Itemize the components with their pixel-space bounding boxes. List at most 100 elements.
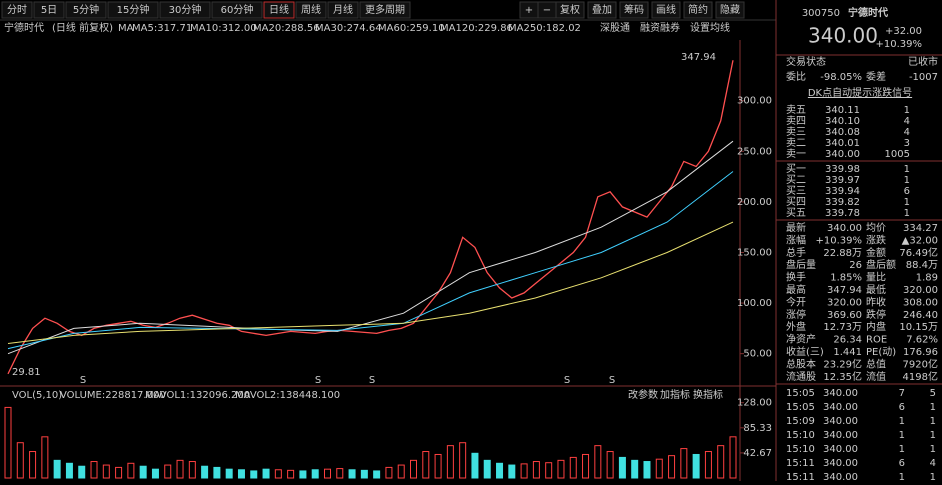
stat-value: 23.29亿: [823, 357, 862, 370]
tool-button[interactable]: [619, 1, 649, 19]
vol-button[interactable]: 加指标: [660, 388, 690, 401]
tab-button[interactable]: [327, 1, 359, 19]
trade-count: 1: [930, 416, 936, 427]
vol-button[interactable]: 改参数: [628, 388, 658, 401]
tool-button[interactable]: [555, 1, 585, 19]
book-label: 买二: [786, 174, 806, 186]
stat-label: 涨停: [786, 308, 806, 321]
trade-count: 1: [930, 430, 936, 441]
trade-time: 15:11: [786, 472, 815, 481]
tab-button[interactable]: [295, 1, 327, 19]
book-qty: 1: [904, 175, 910, 186]
ma-value: MA5:317.71: [132, 23, 192, 34]
mavol2: MAVOL2:138448.100: [235, 390, 340, 401]
tool-label: −: [543, 5, 551, 16]
diff: -1007: [909, 72, 938, 83]
stat-label: 总股本: [786, 357, 816, 370]
tool-label: 画线: [656, 3, 676, 16]
book-label: 卖四: [786, 115, 806, 127]
book-price: 340.11: [825, 105, 860, 116]
volume-bar: [704, 451, 712, 479]
tab-button[interactable]: [263, 1, 295, 19]
y-tick-label: 50.00: [743, 349, 772, 360]
stat-label: 涨幅: [786, 233, 806, 246]
stat-value: 246.40: [903, 310, 938, 321]
book-price: 339.97: [825, 175, 860, 186]
volume-bar: [434, 453, 442, 479]
book-label: 买五: [786, 207, 806, 219]
stat-value: 7920亿: [903, 357, 938, 370]
trade-qty: 6: [899, 458, 905, 469]
tool-label: 隐藏: [720, 4, 740, 16]
tab-button[interactable]: [65, 1, 107, 19]
stat-value: 22.88万: [823, 248, 862, 259]
stat-value: 334.27: [903, 223, 938, 234]
stat-label: 最低: [866, 283, 886, 296]
volume-bar: [127, 462, 135, 479]
stat-value: 347.94: [827, 285, 862, 296]
volume-bar: [139, 465, 147, 479]
stat-value: 26.34: [833, 335, 862, 346]
volume-bar: [323, 468, 331, 479]
stat-value: 340.00: [827, 223, 862, 234]
volume-bar: [151, 468, 159, 479]
tool-button[interactable]: [715, 1, 745, 19]
stat-value: ▲32.00: [902, 235, 938, 246]
stat-value: 1.89: [916, 273, 938, 284]
tab-button[interactable]: [1, 1, 33, 19]
ratio: -98.05%: [820, 72, 862, 83]
ma-value: MA120:229.86: [440, 23, 513, 34]
tab-button[interactable]: [359, 1, 411, 19]
volume-bar: [164, 464, 172, 479]
volume-bar: [274, 469, 282, 479]
stat-label: 最高: [786, 283, 806, 296]
volume-bar: [446, 445, 454, 479]
tool-button[interactable]: [683, 1, 713, 19]
volume-bar: [643, 461, 651, 479]
price-line: [7, 60, 734, 375]
stock-title: 宁德时代: [848, 6, 888, 19]
book-price: 340.10: [825, 116, 860, 127]
volume-bar: [582, 453, 590, 479]
volume-bar: [410, 459, 418, 479]
book-price: 339.94: [825, 186, 860, 197]
tab-button[interactable]: [33, 1, 65, 19]
stat-label: PE(动): [866, 346, 896, 358]
trade-count: 1: [930, 402, 936, 413]
volume-bar: [348, 469, 356, 479]
volume-bar: [201, 465, 209, 479]
stat-value: 369.60: [827, 310, 862, 321]
book-label: 卖一: [786, 148, 806, 160]
signal-marker: S: [369, 375, 375, 386]
volume-bar: [496, 462, 504, 479]
tool-button[interactable]: [651, 1, 681, 19]
trade-qty: 1: [899, 430, 905, 441]
ma-value: MA60:259.10: [378, 23, 445, 34]
stat-value: 10.15万: [899, 322, 938, 333]
vol-title: VOL(5,10): [12, 390, 62, 401]
trade-time: 15:11: [786, 458, 815, 469]
tab-button[interactable]: [107, 1, 159, 19]
tool-button[interactable]: [587, 1, 617, 19]
trade-price: 340.00: [823, 458, 858, 469]
stat-label: 净资产: [786, 333, 816, 346]
trade-qty: 7: [899, 388, 905, 399]
tab-button[interactable]: [159, 1, 211, 19]
volume-bar: [459, 442, 467, 479]
stat-value: 308.00: [903, 297, 938, 308]
tab-button[interactable]: [211, 1, 263, 19]
trade-qty: 1: [899, 444, 905, 455]
vol-button[interactable]: 换指标: [693, 388, 723, 401]
volume-bar: [262, 468, 270, 479]
book-qty: 4: [904, 116, 910, 127]
volume-bar: [188, 461, 196, 479]
tool-label: 筹码: [624, 3, 644, 16]
trade-price: 340.00: [823, 444, 858, 455]
trade-time: 15:05: [786, 402, 815, 413]
volume-bar: [78, 465, 86, 479]
trade-time: 15:10: [786, 444, 815, 455]
trade-price: 340.00: [823, 430, 858, 441]
tool-label: 叠加: [592, 4, 612, 16]
volume-bar: [483, 459, 491, 479]
